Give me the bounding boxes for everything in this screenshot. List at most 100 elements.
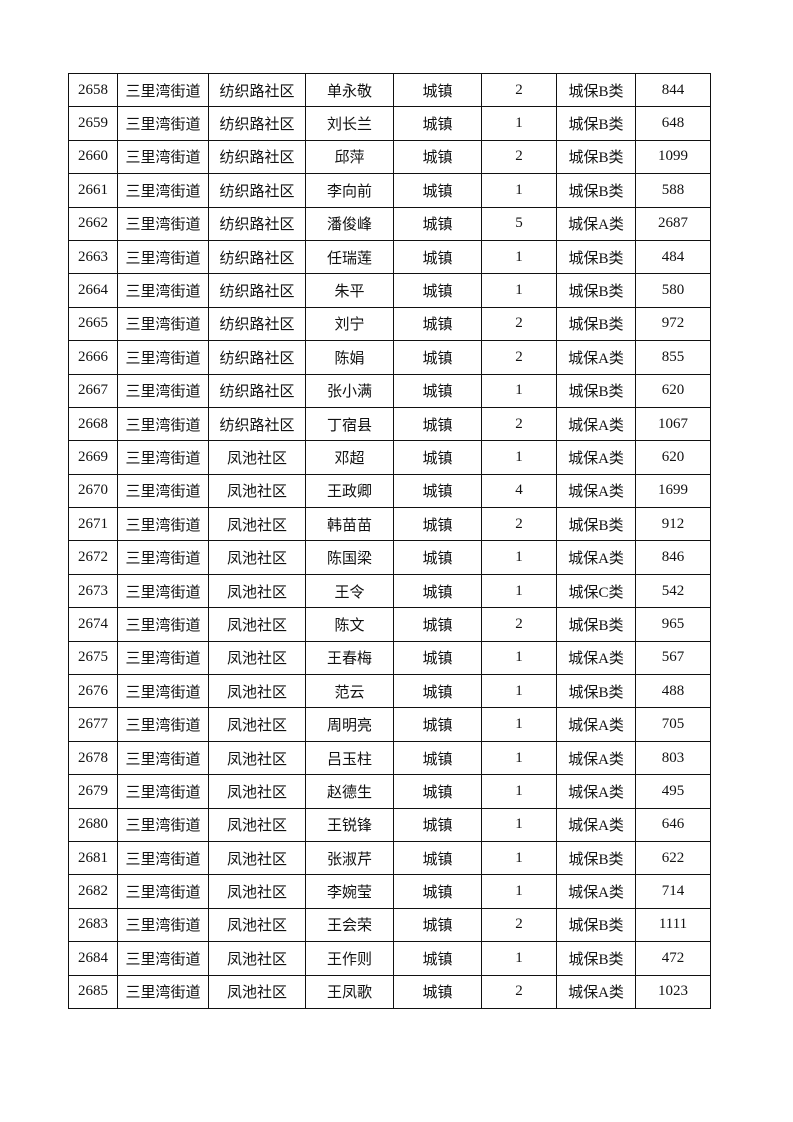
table-row: 2679 三里湾街道 凤池社区 赵德生 城镇 1 城保A类 495 bbox=[68, 774, 711, 809]
community-cell: 凤池社区 bbox=[208, 640, 306, 676]
street-cell: 三里湾街道 bbox=[117, 106, 209, 141]
street-cell: 三里湾街道 bbox=[117, 473, 209, 509]
insurance-category-cell: 城保A类 bbox=[556, 740, 636, 776]
household-size-cell: 2 bbox=[481, 306, 557, 342]
table-row: 2660 三里湾街道 纺织路社区 邱萍 城镇 2 城保B类 1099 bbox=[68, 139, 711, 175]
street-cell: 三里湾街道 bbox=[117, 406, 209, 442]
area-type-cell: 城镇 bbox=[393, 807, 482, 842]
row-number-cell: 2663 bbox=[68, 239, 118, 275]
household-size-cell: 1 bbox=[481, 239, 557, 275]
area-type-cell: 城镇 bbox=[393, 774, 482, 809]
amount-cell: 484 bbox=[635, 239, 711, 275]
community-cell: 凤池社区 bbox=[208, 907, 306, 943]
household-size-cell: 1 bbox=[481, 674, 557, 709]
street-cell: 三里湾街道 bbox=[117, 840, 209, 876]
row-number-cell: 2684 bbox=[68, 941, 118, 976]
amount-cell: 1699 bbox=[635, 473, 711, 509]
household-size-cell: 2 bbox=[481, 406, 557, 442]
name-cell: 周明亮 bbox=[305, 707, 394, 742]
amount-cell: 620 bbox=[635, 440, 711, 475]
insurance-category-cell: 城保A类 bbox=[556, 807, 636, 842]
name-cell: 邓超 bbox=[305, 440, 394, 475]
name-cell: 刘宁 bbox=[305, 306, 394, 342]
name-cell: 范云 bbox=[305, 674, 394, 709]
area-type-cell: 城镇 bbox=[393, 306, 482, 342]
table-row: 2685 三里湾街道 凤池社区 王凤歌 城镇 2 城保A类 1023 bbox=[68, 974, 711, 1009]
insurance-category-cell: 城保A类 bbox=[556, 974, 636, 1009]
name-cell: 陈国梁 bbox=[305, 540, 394, 575]
amount-cell: 855 bbox=[635, 340, 711, 375]
table-row: 2680 三里湾街道 凤池社区 王锐锋 城镇 1 城保A类 646 bbox=[68, 807, 711, 842]
name-cell: 赵德生 bbox=[305, 774, 394, 809]
amount-cell: 622 bbox=[635, 840, 711, 876]
row-number-cell: 2665 bbox=[68, 306, 118, 342]
household-size-cell: 1 bbox=[481, 440, 557, 475]
area-type-cell: 城镇 bbox=[393, 373, 482, 408]
amount-cell: 472 bbox=[635, 941, 711, 976]
name-cell: 吕玉柱 bbox=[305, 740, 394, 776]
table-row: 2678 三里湾街道 凤池社区 吕玉柱 城镇 1 城保A类 803 bbox=[68, 740, 711, 776]
insurance-category-cell: 城保B类 bbox=[556, 907, 636, 943]
table-row: 2664 三里湾街道 纺织路社区 朱平 城镇 1 城保B类 580 bbox=[68, 273, 711, 308]
table-row: 2671 三里湾街道 凤池社区 韩苗苗 城镇 2 城保B类 912 bbox=[68, 507, 711, 542]
insurance-category-cell: 城保B类 bbox=[556, 106, 636, 141]
insurance-category-cell: 城保B类 bbox=[556, 239, 636, 275]
row-number-cell: 2664 bbox=[68, 273, 118, 308]
insurance-category-cell: 城保A类 bbox=[556, 340, 636, 375]
amount-cell: 646 bbox=[635, 807, 711, 842]
amount-cell: 620 bbox=[635, 373, 711, 408]
name-cell: 丁宿县 bbox=[305, 406, 394, 442]
name-cell: 李婉莹 bbox=[305, 874, 394, 909]
street-cell: 三里湾街道 bbox=[117, 807, 209, 842]
amount-cell: 1067 bbox=[635, 406, 711, 442]
household-size-cell: 1 bbox=[481, 840, 557, 876]
insurance-category-cell: 城保A类 bbox=[556, 440, 636, 475]
row-number-cell: 2659 bbox=[68, 106, 118, 141]
table-row: 2666 三里湾街道 纺织路社区 陈娟 城镇 2 城保A类 855 bbox=[68, 340, 711, 375]
community-cell: 纺织路社区 bbox=[208, 173, 306, 208]
table-row: 2667 三里湾街道 纺织路社区 张小满 城镇 1 城保B类 620 bbox=[68, 373, 711, 408]
household-size-cell: 1 bbox=[481, 640, 557, 676]
community-cell: 凤池社区 bbox=[208, 607, 306, 642]
street-cell: 三里湾街道 bbox=[117, 173, 209, 208]
insurance-category-cell: 城保A类 bbox=[556, 206, 636, 241]
row-number-cell: 2681 bbox=[68, 840, 118, 876]
area-type-cell: 城镇 bbox=[393, 173, 482, 208]
area-type-cell: 城镇 bbox=[393, 941, 482, 976]
row-number-cell: 2671 bbox=[68, 507, 118, 542]
amount-cell: 972 bbox=[635, 306, 711, 342]
table-row: 2659 三里湾街道 纺织路社区 刘长兰 城镇 1 城保B类 648 bbox=[68, 106, 711, 141]
row-number-cell: 2683 bbox=[68, 907, 118, 943]
table-row: 2669 三里湾街道 凤池社区 邓超 城镇 1 城保A类 620 bbox=[68, 440, 711, 475]
street-cell: 三里湾街道 bbox=[117, 340, 209, 375]
row-number-cell: 2672 bbox=[68, 540, 118, 575]
area-type-cell: 城镇 bbox=[393, 974, 482, 1009]
area-type-cell: 城镇 bbox=[393, 707, 482, 742]
community-cell: 凤池社区 bbox=[208, 573, 306, 609]
community-cell: 凤池社区 bbox=[208, 774, 306, 809]
community-cell: 凤池社区 bbox=[208, 440, 306, 475]
area-type-cell: 城镇 bbox=[393, 607, 482, 642]
table-row: 2675 三里湾街道 凤池社区 王春梅 城镇 1 城保A类 567 bbox=[68, 640, 711, 676]
table-row: 2682 三里湾街道 凤池社区 李婉莹 城镇 1 城保A类 714 bbox=[68, 874, 711, 909]
street-cell: 三里湾街道 bbox=[117, 306, 209, 342]
area-type-cell: 城镇 bbox=[393, 540, 482, 575]
table-row: 2676 三里湾街道 凤池社区 范云 城镇 1 城保B类 488 bbox=[68, 674, 711, 709]
community-cell: 凤池社区 bbox=[208, 740, 306, 776]
area-type-cell: 城镇 bbox=[393, 139, 482, 175]
amount-cell: 1099 bbox=[635, 139, 711, 175]
household-size-cell: 1 bbox=[481, 173, 557, 208]
amount-cell: 965 bbox=[635, 607, 711, 642]
community-cell: 凤池社区 bbox=[208, 840, 306, 876]
name-cell: 王凤歌 bbox=[305, 974, 394, 1009]
community-cell: 凤池社区 bbox=[208, 674, 306, 709]
street-cell: 三里湾街道 bbox=[117, 573, 209, 609]
community-cell: 纺织路社区 bbox=[208, 306, 306, 342]
amount-cell: 844 bbox=[635, 72, 711, 108]
name-cell: 张小满 bbox=[305, 373, 394, 408]
table-row: 2677 三里湾街道 凤池社区 周明亮 城镇 1 城保A类 705 bbox=[68, 707, 711, 742]
street-cell: 三里湾街道 bbox=[117, 974, 209, 1009]
household-size-cell: 5 bbox=[481, 206, 557, 241]
insurance-category-cell: 城保A类 bbox=[556, 874, 636, 909]
area-type-cell: 城镇 bbox=[393, 573, 482, 609]
